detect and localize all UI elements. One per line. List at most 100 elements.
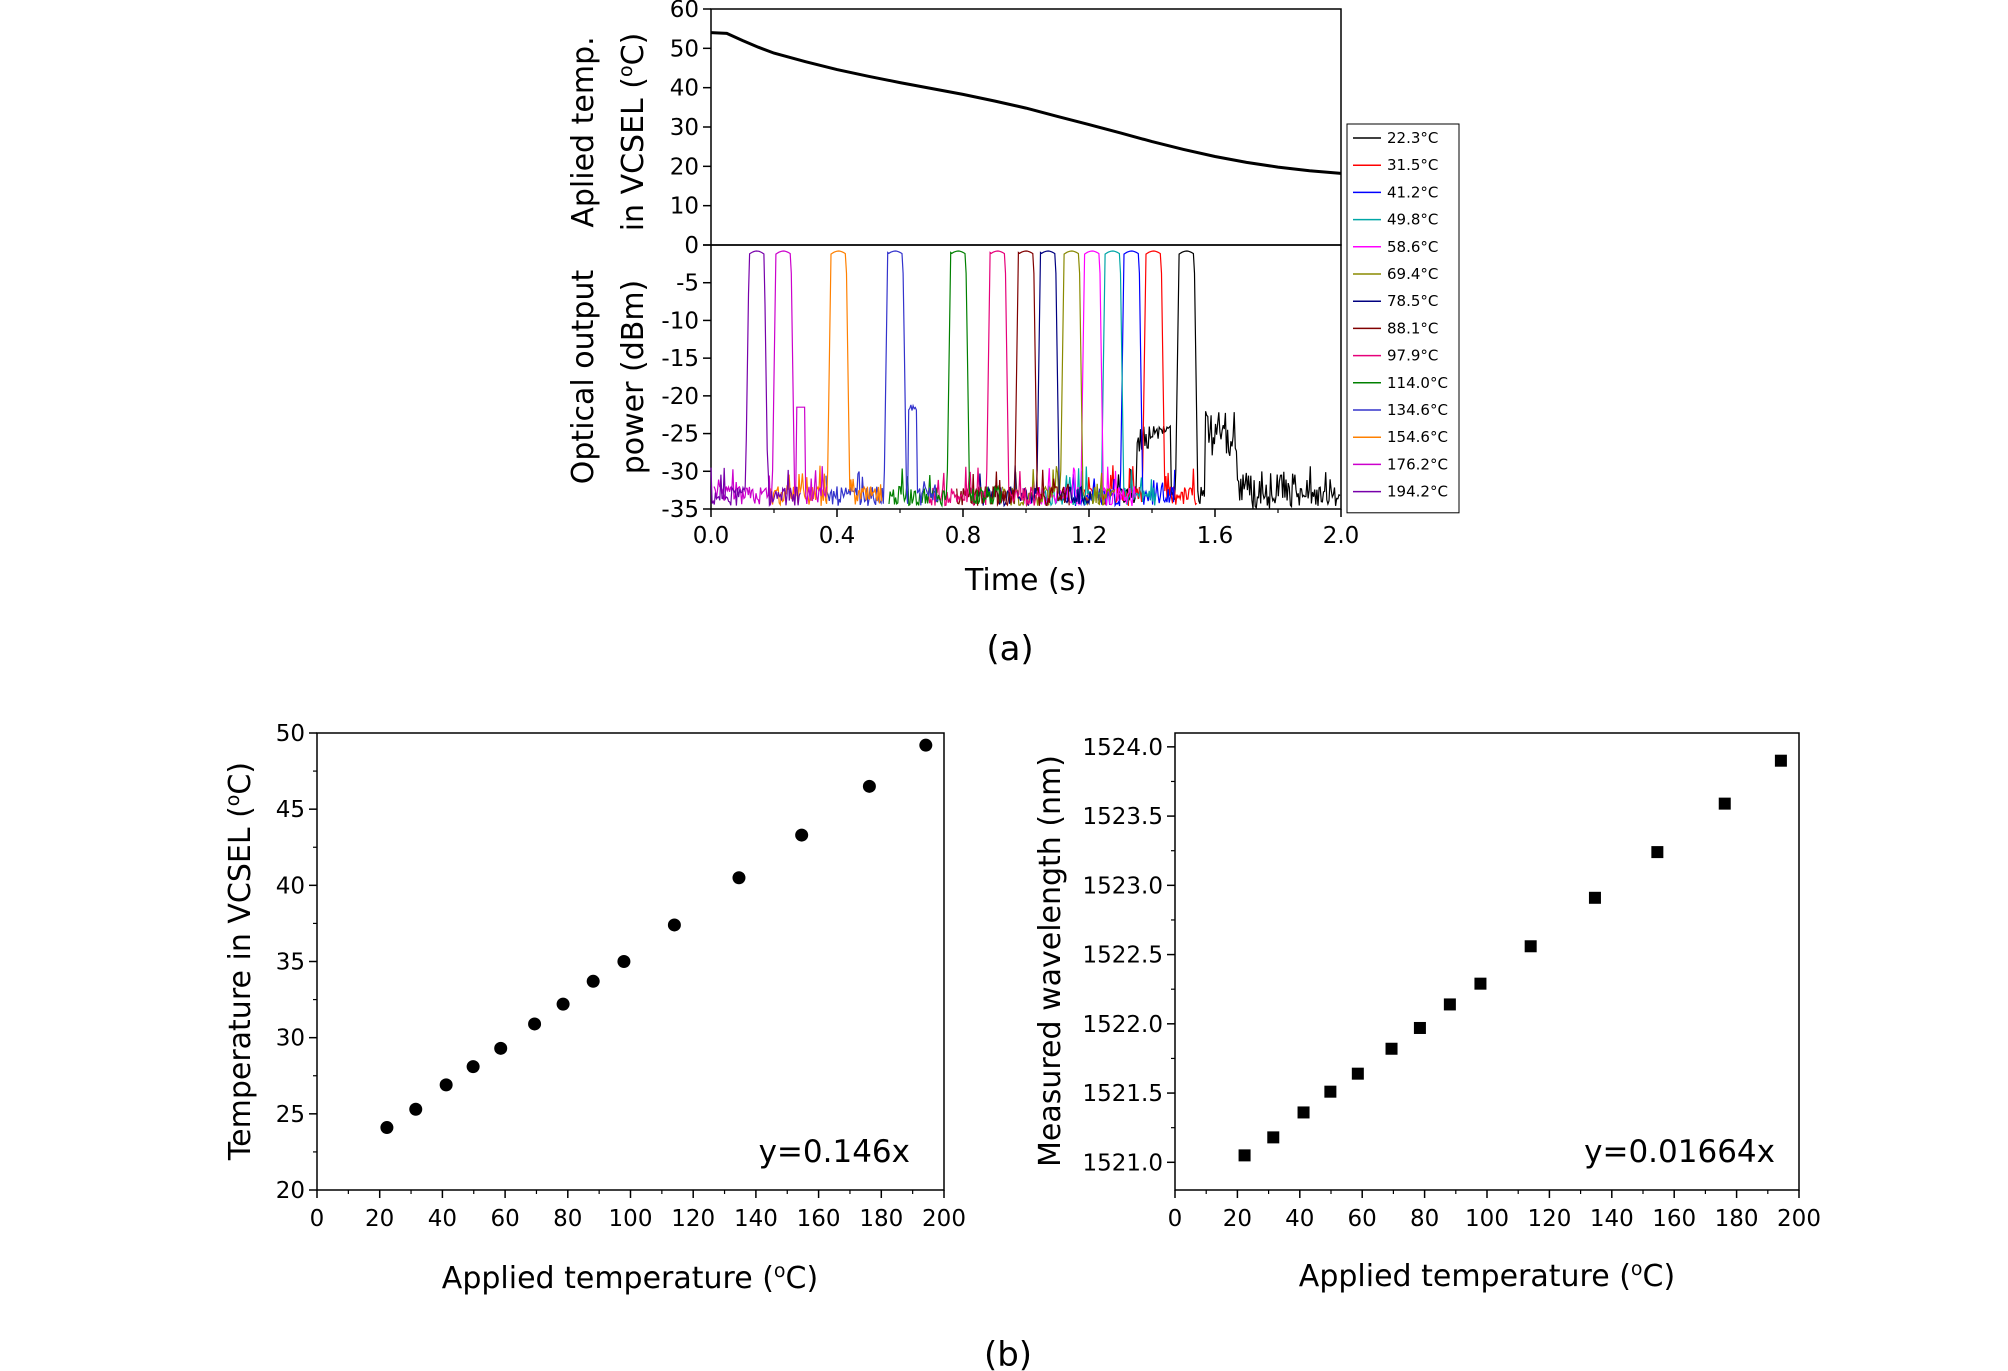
legend-box: [1346, 123, 1460, 514]
series-group-a-top: [710, 31, 1342, 175]
series-group-a-bottom: [710, 250, 1341, 510]
y-tick-label: 25: [276, 1102, 305, 1128]
y-tick-label: 45: [276, 797, 305, 823]
x-tick-label: 100: [1465, 1206, 1509, 1232]
series-line-69-4c: [1001, 250, 1116, 508]
legend-a-bottom: 22.3°C 31.5°C 41.2°C 49.8°C 58.6°C 69.4°C 78.5…: [1346, 123, 1460, 514]
degree-symbol: o: [615, 65, 637, 77]
y-tick-label: 10: [670, 194, 699, 220]
data-point: [919, 738, 933, 752]
y-tick-label: 40: [276, 873, 305, 899]
x-axis-unit: C): [786, 1261, 819, 1296]
y-tick-label: -35: [661, 497, 699, 523]
data-point: [1588, 891, 1601, 904]
series-line-176-2c: [713, 250, 828, 506]
y-tick-label: 40: [670, 76, 699, 102]
y-tick-label: -15: [661, 346, 699, 372]
series-group-b-right: [1238, 754, 1787, 1162]
chart-b-right-wavelength: 0 20 40 60 80 100 120 140 160 180 200 1521.0 1521.5…: [1033, 732, 1821, 1294]
data-point: [380, 1121, 394, 1135]
x-tick-label: 60: [490, 1206, 519, 1232]
y-tick-label: 60: [670, 0, 699, 23]
data-point: [1351, 1067, 1364, 1080]
chart-a-bottom-optical-power: 0.0 0.4 0.8 1.2 1.6 2.0 -35-30-25-20-15-10-5 …: [566, 123, 1460, 598]
x-tick-label: 180: [859, 1206, 903, 1232]
data-point: [439, 1078, 453, 1092]
y-tick-label: 20: [670, 154, 699, 180]
x-tick-label: 1.6: [1197, 523, 1234, 549]
y-axis-label-b-right: Measured wavelength (nm): [1033, 755, 1068, 1167]
chart-a-top-temperature: 0 10 20 30 40 50 60 Aplied temp. in VCSEL (oC): [566, 0, 1342, 259]
y-axis-a-top: 0 10 20 30 40 50 60: [670, 0, 711, 259]
data-point: [528, 1017, 542, 1031]
y-tick-label: -30: [661, 459, 699, 485]
x-tick-label: 180: [1715, 1206, 1759, 1232]
series-group-b-left: [380, 738, 933, 1135]
y-tick-label: 50: [276, 721, 305, 747]
y-tick-label: 1523.0: [1083, 873, 1163, 899]
data-point: [1718, 797, 1731, 810]
x-tick-label: 140: [734, 1206, 778, 1232]
x-tick-label: 0.4: [819, 523, 856, 549]
data-point: [1524, 940, 1537, 953]
degree-symbol: o: [222, 795, 244, 807]
data-point: [1324, 1085, 1337, 1098]
x-axis-label-a-bottom: Time (s): [964, 563, 1087, 598]
plot-frame-b-left: [316, 732, 945, 1191]
series-line-49-8c: [1043, 250, 1157, 507]
legend-label: 58.6°C: [1387, 238, 1438, 256]
y-tick-label: 30: [670, 115, 699, 141]
data-point: [667, 918, 681, 932]
data-point: [1385, 1042, 1398, 1055]
series-line-154-6c: [768, 250, 883, 507]
data-point: [466, 1060, 480, 1074]
legend-label: 31.5°C: [1387, 156, 1438, 174]
series-line-97-9c: [927, 250, 1042, 507]
legend-label: 41.2°C: [1387, 183, 1438, 201]
panel-label-a: (a): [986, 629, 1033, 669]
series-line-134-6c: [825, 250, 939, 506]
x-tick-label: 80: [1410, 1206, 1439, 1232]
legend-label: 49.8°C: [1387, 211, 1438, 229]
x-axis-label-text: Applied temperature (: [1299, 1259, 1631, 1294]
x-tick-label: 2.0: [1323, 523, 1360, 549]
x-tick-label: 1.2: [1071, 523, 1108, 549]
x-tick-label: 0.0: [693, 523, 730, 549]
data-point: [556, 997, 570, 1011]
series-line-41-2c: [1061, 250, 1176, 508]
y-tick-label: -10: [661, 308, 699, 334]
x-tick-label: 20: [365, 1206, 394, 1232]
data-point: [1238, 1149, 1251, 1162]
y-axis-label-line2: in VCSEL (oC): [615, 33, 651, 232]
x-tick-label: 200: [922, 1206, 966, 1232]
x-tick-label: 160: [1652, 1206, 1696, 1232]
y-axis-unit: C): [616, 33, 651, 66]
x-axis-unit: C): [1643, 1259, 1676, 1294]
plot-frame-a-top: [710, 8, 1342, 246]
x-tick-label: 160: [797, 1206, 841, 1232]
data-point: [1413, 1021, 1426, 1034]
legend-label: 78.5°C: [1387, 292, 1438, 310]
data-point: [586, 974, 600, 988]
data-point: [1297, 1106, 1310, 1119]
x-tick-label: 40: [428, 1206, 457, 1232]
chart-b-left-vcsel-temperature: 0 20 40 60 80 100 120 140 160 180 200 202530354045…: [222, 721, 966, 1296]
x-axis-label-text: Applied temperature (: [442, 1261, 774, 1296]
legend-label: 97.9°C: [1387, 347, 1438, 365]
y-tick-label: 1524.0: [1083, 735, 1163, 761]
y-axis-label-line1: Aplied temp.: [566, 36, 601, 227]
data-point: [409, 1102, 423, 1116]
x-tick-label: 0.8: [945, 523, 982, 549]
series-line-88-1c: [956, 250, 1070, 507]
data-point: [795, 828, 809, 842]
y-tick-label: -25: [661, 422, 699, 448]
x-axis-label-b-left: Applied temperature (oC): [442, 1260, 818, 1296]
y-tick-label: 1522.5: [1083, 943, 1163, 969]
series-line-applied-temp: [710, 31, 1342, 175]
y-axis-label-text: Temperature in VCSEL (: [223, 806, 258, 1161]
y-tick-label: -20: [661, 384, 699, 410]
legend-label: 134.6°C: [1387, 401, 1448, 419]
x-tick-label: 200: [1777, 1206, 1821, 1232]
x-tick-label: 120: [671, 1206, 715, 1232]
